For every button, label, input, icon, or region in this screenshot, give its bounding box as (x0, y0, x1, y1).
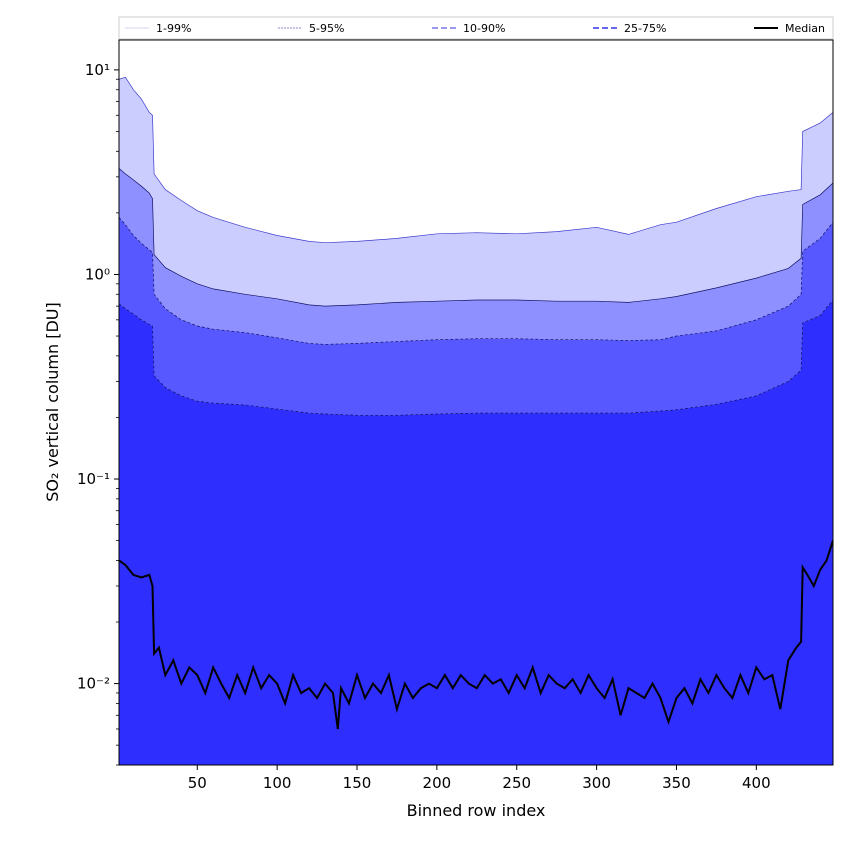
y-tick-label: 10⁻² (77, 675, 110, 693)
x-tick-label: 300 (582, 774, 611, 792)
band-1-99% (119, 77, 833, 307)
band-edge-25-75% (119, 299, 833, 416)
x-axis: 50 100 150 200 250 300 350 400 (188, 765, 771, 792)
plot-frame (118, 39, 834, 766)
y-tick-label: 10⁰ (85, 265, 110, 283)
x-tick-label: 350 (662, 774, 691, 792)
y-axis: 10⁻² 10⁻¹ 10⁰ 10¹ (77, 61, 119, 766)
band-5-95% (119, 168, 833, 345)
x-tick-label: 150 (343, 774, 372, 792)
band-25-75% (119, 300, 833, 765)
band-10-90% (119, 217, 833, 416)
legend-label: Median (785, 22, 825, 35)
legend-box (118, 16, 834, 40)
x-tick-label: 200 (423, 774, 452, 792)
band-edge-5-95% (119, 168, 833, 307)
x-axis-label: Binned row index (407, 801, 546, 820)
band-edge-10-90% (119, 217, 833, 345)
x-tick-label: 400 (742, 774, 771, 792)
x-tick-label: 50 (188, 774, 207, 792)
y-tick-label: 10⁻¹ (77, 470, 110, 488)
bands-layer (119, 76, 833, 765)
legend-label: 25-75% (624, 22, 666, 35)
legend-label: 5-95% (309, 22, 344, 35)
legend-label: 10-90% (463, 22, 505, 35)
median-layer (119, 540, 833, 730)
band-edge-1-99% (119, 76, 833, 244)
y-axis-label: SO₂ vertical column [DU] (43, 302, 62, 502)
x-tick-label: 100 (263, 774, 292, 792)
y-tick-label: 10¹ (85, 61, 110, 79)
x-tick-label: 250 (502, 774, 531, 792)
legend: 1-99% 5-95% 10-90% 25-75% Median (118, 16, 834, 40)
legend-label: 1-99% (156, 22, 191, 35)
median-line (119, 540, 833, 730)
